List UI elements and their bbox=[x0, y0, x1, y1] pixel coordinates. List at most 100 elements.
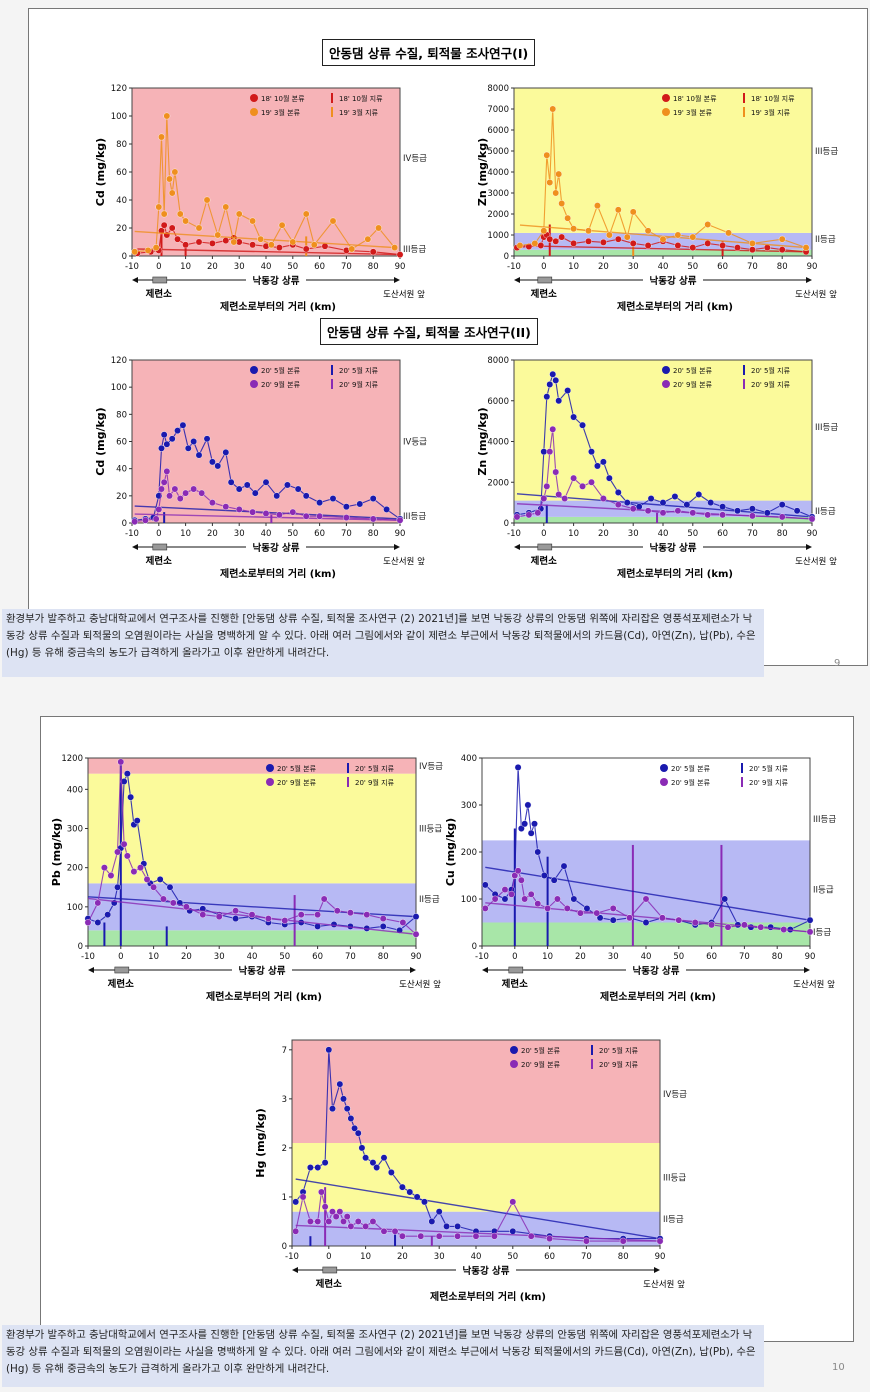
data-point bbox=[182, 241, 190, 249]
x-tick-label: 60 bbox=[314, 262, 325, 272]
data-point bbox=[262, 510, 270, 517]
x-tick-label: 50 bbox=[673, 952, 684, 962]
data-point bbox=[802, 244, 810, 252]
data-point bbox=[540, 448, 548, 456]
x-tick-label: 60 bbox=[312, 952, 323, 962]
river-label: 낙동강 상류 bbox=[238, 965, 285, 977]
x-tick-label: 50 bbox=[687, 262, 698, 272]
data-point bbox=[704, 221, 712, 228]
x-tick-label: 60 bbox=[717, 262, 728, 272]
data-point bbox=[594, 462, 601, 470]
x-tick-label: 0 bbox=[118, 952, 123, 962]
data-point bbox=[362, 1154, 370, 1162]
tributary-bar bbox=[163, 512, 166, 523]
tributary-bar bbox=[546, 856, 549, 946]
data-point bbox=[373, 1164, 381, 1171]
grade-band bbox=[88, 930, 416, 946]
data-point bbox=[671, 493, 679, 500]
x-tick-label: 80 bbox=[618, 1252, 629, 1262]
data-point bbox=[130, 868, 138, 875]
legend-label: 20' 5월 본류 bbox=[521, 1046, 561, 1055]
data-point bbox=[780, 926, 788, 933]
data-point bbox=[347, 1115, 355, 1122]
data-point bbox=[614, 206, 622, 214]
legend-label: 18' 10월 지류 bbox=[339, 94, 383, 103]
data-point bbox=[689, 509, 697, 517]
data-point bbox=[527, 890, 535, 898]
data-point bbox=[120, 840, 128, 848]
data-point bbox=[163, 440, 171, 448]
x-tick-label: 90 bbox=[395, 529, 406, 539]
data-point bbox=[614, 489, 622, 496]
x-tick-label: 70 bbox=[341, 262, 352, 272]
data-point bbox=[190, 438, 198, 445]
data-point bbox=[552, 189, 560, 197]
x-tick-label: -10 bbox=[125, 529, 139, 539]
data-point bbox=[527, 1232, 535, 1240]
y-tick-label: 40 bbox=[116, 196, 127, 206]
legend-label: 20' 9월 본류 bbox=[673, 380, 713, 389]
data-point bbox=[428, 1218, 436, 1225]
data-point bbox=[340, 1095, 347, 1103]
river-label: 낙동강 상류 bbox=[462, 1265, 509, 1277]
data-point bbox=[806, 916, 814, 924]
data-point bbox=[674, 242, 682, 249]
x-tick-label: 70 bbox=[341, 529, 352, 539]
data-point bbox=[299, 1193, 307, 1201]
tributary-bar bbox=[545, 504, 548, 523]
data-point bbox=[249, 241, 257, 249]
trend-line bbox=[485, 902, 811, 933]
y-tick-label: 2000 bbox=[487, 478, 509, 488]
data-point bbox=[558, 233, 566, 241]
data-point bbox=[230, 238, 238, 246]
data-point bbox=[454, 1222, 462, 1230]
x-tick-label: -10 bbox=[81, 952, 95, 962]
legend-marker bbox=[347, 763, 349, 773]
data-point bbox=[160, 895, 167, 903]
x-tick-label: 30 bbox=[234, 529, 245, 539]
data-point bbox=[570, 895, 578, 903]
y-tick-label: 3000 bbox=[487, 189, 509, 199]
endpoint-label: 도산서원 앞 bbox=[399, 979, 441, 990]
data-point bbox=[182, 217, 190, 225]
legend-label: 20' 5월 지류 bbox=[339, 366, 379, 375]
data-point bbox=[757, 923, 765, 931]
x-tick-label: -10 bbox=[285, 1252, 299, 1262]
tributary-bar bbox=[184, 242, 187, 256]
data-point bbox=[707, 499, 715, 507]
data-point bbox=[398, 1183, 406, 1191]
data-point bbox=[555, 170, 563, 178]
data-point bbox=[413, 1193, 421, 1201]
x-tick-label: 50 bbox=[507, 1252, 518, 1262]
legend-marker bbox=[741, 777, 743, 787]
legend-label: 20' 9월 본류 bbox=[671, 778, 711, 787]
y-tick-label: 100 bbox=[67, 903, 83, 913]
data-point bbox=[704, 511, 712, 519]
data-point bbox=[325, 1218, 333, 1225]
arrow-head-left bbox=[292, 1267, 298, 1273]
data-point bbox=[314, 911, 321, 919]
data-point bbox=[387, 1169, 395, 1176]
data-point bbox=[721, 895, 729, 903]
legend-label: 20' 9월 본류 bbox=[277, 778, 317, 787]
x-tick-label: 70 bbox=[345, 952, 356, 962]
smelter-label: 제련소 bbox=[531, 288, 557, 300]
x-tick-label: 20 bbox=[397, 1252, 408, 1262]
data-point bbox=[644, 227, 652, 235]
data-point bbox=[94, 899, 102, 907]
data-point bbox=[214, 231, 222, 239]
y-tick-label: 60 bbox=[116, 168, 127, 178]
arrow-head-right bbox=[410, 967, 416, 973]
x-tick-label: 40 bbox=[641, 952, 652, 962]
data-point bbox=[554, 895, 561, 903]
y-tick-label: 6000 bbox=[487, 126, 509, 136]
river-label: 낙동강 상류 bbox=[252, 542, 299, 554]
tributary-bar bbox=[394, 1231, 397, 1246]
x-tick-label: 10 bbox=[148, 952, 159, 962]
data-point bbox=[281, 917, 289, 924]
trend-line bbox=[295, 1178, 661, 1240]
y-tick-label: 0 bbox=[122, 252, 127, 262]
data-point bbox=[123, 852, 131, 860]
legend-marker bbox=[266, 778, 274, 786]
